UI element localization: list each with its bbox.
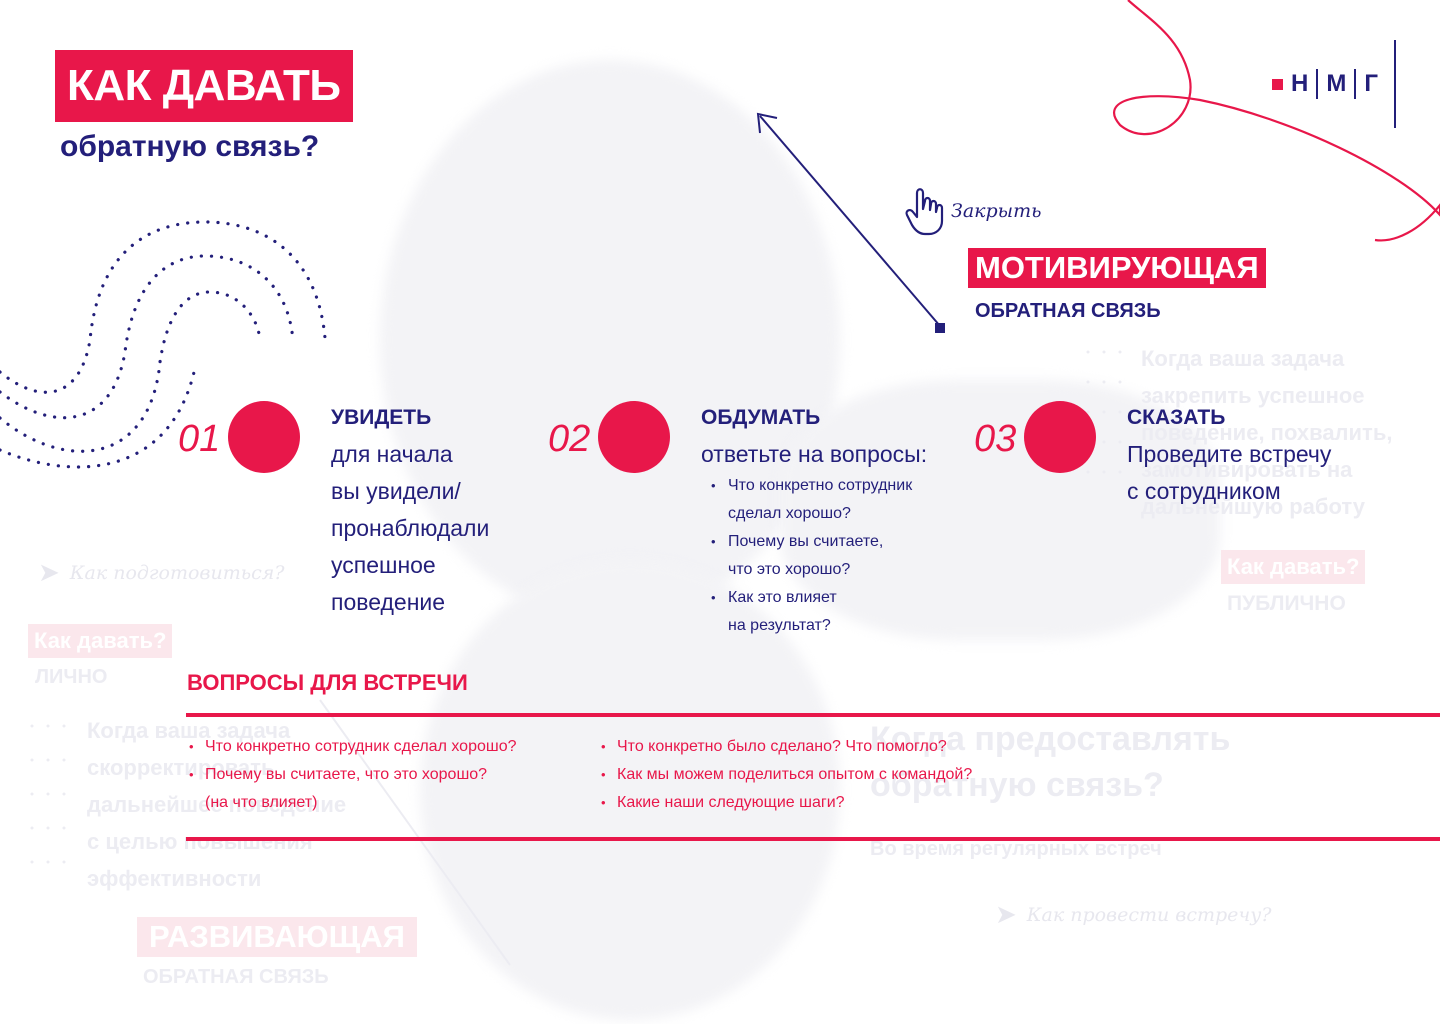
ghost-when-sub: Во время регулярных встреч [870, 838, 1162, 860]
ghost-personal-label: ЛИЧНО [35, 666, 108, 688]
meeting-link[interactable]: ➤ Как провести встречу? [995, 900, 1272, 930]
logo-letter: Г [1364, 70, 1378, 97]
logo-divider [1354, 69, 1357, 99]
send-icon: ➤ [995, 900, 1017, 930]
step-title: СКАЗАТЬ [1127, 406, 1226, 429]
nmg-logo: Н М Г [1272, 40, 1404, 128]
ghost-reinforce-block: Когда ваша задача закрепить успешное пов… [1141, 346, 1393, 519]
ghost-dots-right [1086, 350, 1122, 474]
list-item: Почему вы считаете, что это хорошо?(на ч… [187, 761, 517, 817]
step-body: для начала вы увидели/ пронаблюдали успе… [331, 441, 490, 615]
logo-divider-tall [1393, 40, 1396, 128]
ghost-public-tag: Как давать? [1221, 550, 1366, 584]
logo-divider [1316, 69, 1319, 99]
step-body: Проведите встречу с сотрудником [1127, 441, 1332, 504]
step-number: 02 [548, 418, 591, 460]
ghost-develop-title: РАЗВИВАЮЩАЯ [137, 917, 417, 957]
ghost-personal-tag: Как давать? [28, 624, 173, 658]
list-item: Какие наши следующие шаги? [599, 789, 972, 817]
prepare-link[interactable]: ➤ Как подготовиться? [38, 558, 285, 588]
step-number: 03 [974, 418, 1017, 460]
logo-square [1272, 78, 1283, 90]
step-circle [1024, 401, 1096, 473]
logo-letter: Н [1291, 70, 1309, 97]
list-item: Что конкретно сотрудник сделал хорошо? [187, 733, 517, 761]
meeting-questions-title: ВОПРОСЫ ДЛЯ ВСТРЕЧИ [187, 670, 468, 695]
logo-letter: М [1326, 70, 1347, 97]
dotted-wave-pattern [0, 220, 327, 469]
divider-bottom [186, 837, 1440, 841]
feedback-type-title: МОТИВИРУЮЩАЯ [968, 248, 1266, 288]
hand-pointer-icon [905, 188, 944, 236]
divider-top [186, 713, 1440, 717]
meeting-questions-col2: Что конкретно было сделано? Что помогло?… [599, 733, 972, 817]
step-intro: ответьте на вопросы: [701, 441, 928, 467]
close-button[interactable]: Закрыть [905, 185, 1042, 237]
list-item: Как мы можем поделиться опытом с командо… [599, 761, 972, 789]
step-title: УВИДЕТЬ [331, 406, 432, 429]
step-circle [598, 401, 670, 473]
send-icon: ➤ [38, 558, 60, 588]
list-item: Почему вы считаете,что это хорошо? [701, 528, 912, 584]
step-number: 01 [178, 418, 221, 460]
ghost-public-label: ПУБЛИЧНО [1227, 592, 1346, 615]
pointer-arrow [756, 112, 945, 333]
step-circle [228, 401, 300, 473]
ghost-develop-sub: ОБРАТНАЯ СВЯЗЬ [143, 966, 329, 988]
page-title: КАК ДАВАТЬ [55, 50, 353, 122]
page-subtitle: обратную связь? [60, 130, 320, 163]
step-title: ОБДУМАТЬ [701, 406, 821, 429]
feedback-type-subtitle: ОБРАТНАЯ СВЯЗЬ [975, 300, 1161, 322]
meeting-questions-col1: Что конкретно сотрудник сделал хорошо? П… [187, 733, 517, 817]
close-label: Закрыть [951, 199, 1042, 222]
ghost-dots-left [30, 724, 66, 864]
red-decor-curve [1113, 0, 1440, 242]
list-item: Что конкретно было сделано? Что помогло? [599, 733, 972, 761]
